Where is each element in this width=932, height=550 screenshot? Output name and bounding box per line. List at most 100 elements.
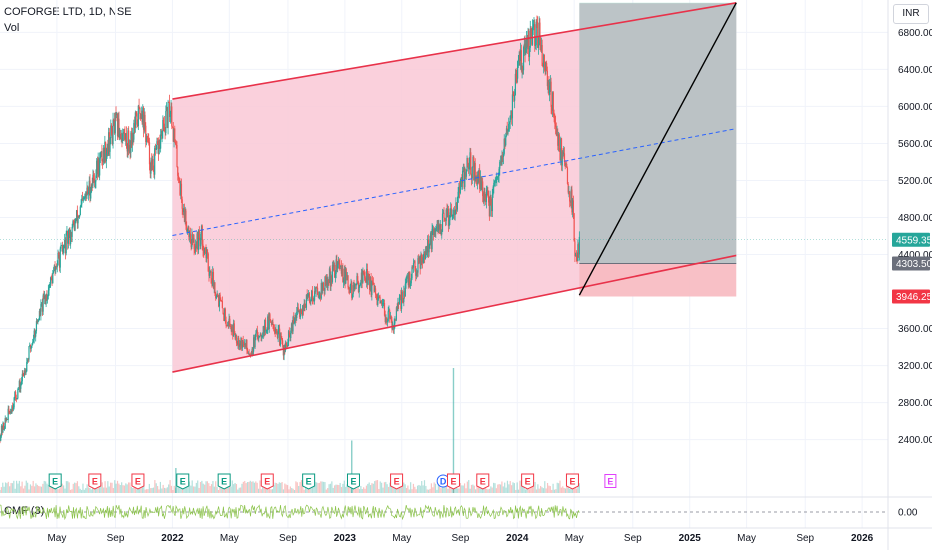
candle-body <box>562 151 564 155</box>
volume-bar <box>347 484 350 493</box>
volume-bar <box>358 489 361 493</box>
earnings-marker[interactable]: E <box>476 473 490 490</box>
candle-body <box>10 411 12 414</box>
candle-body <box>473 156 475 181</box>
candle-body <box>409 272 411 286</box>
candle-body <box>224 308 226 321</box>
volume-bar <box>317 483 319 493</box>
candle-body <box>137 105 139 127</box>
candle-body <box>328 268 331 284</box>
earnings-marker[interactable]: E <box>48 473 62 490</box>
candle-body <box>232 323 235 336</box>
price-axis[interactable]: 6800.00 6400.00 6000.00 5600.00 5200.00 4800.… <box>898 28 932 446</box>
candle-body <box>549 81 551 86</box>
candle-body <box>230 326 232 332</box>
volume-bar <box>10 483 12 493</box>
earnings-marker[interactable]: E <box>217 473 231 490</box>
earnings-marker[interactable]: E <box>446 473 460 490</box>
volume-bar <box>145 489 148 493</box>
candle-body <box>526 38 528 48</box>
candle-body <box>195 245 197 248</box>
candle-body <box>8 408 10 413</box>
channel-lines[interactable] <box>0 1 888 373</box>
candle-body <box>491 194 493 212</box>
candle-body <box>551 106 553 111</box>
time-tick-label: May <box>220 533 239 544</box>
candle-body <box>6 418 9 420</box>
volume-bar <box>379 481 381 493</box>
candle-body <box>227 325 229 327</box>
volume-bar <box>133 487 135 493</box>
candle-body <box>222 308 224 314</box>
candle-body <box>442 212 444 214</box>
candle-body <box>548 82 550 95</box>
volume-bar <box>335 484 337 493</box>
candle-body <box>147 138 149 140</box>
earnings-marker[interactable]: E <box>390 473 404 490</box>
candle-body <box>503 138 505 154</box>
candle-body <box>235 334 237 338</box>
currency-button[interactable]: INR <box>893 4 929 24</box>
earnings-marker[interactable]: E <box>604 474 617 488</box>
candle-body <box>456 202 458 210</box>
candle-body <box>167 101 169 128</box>
candle-body <box>325 276 327 286</box>
stop-price-tag <box>892 289 930 304</box>
volume-bar <box>548 485 550 493</box>
candle-body <box>187 227 189 230</box>
time-axis[interactable]: May Sep 2022 May Sep 2023 May Sep 2024 May Sep 2025… <box>47 533 873 544</box>
volume-bar <box>2 482 4 493</box>
candle-body <box>457 191 459 203</box>
candle-body <box>64 239 66 246</box>
earnings-marker[interactable]: E <box>302 473 316 490</box>
volume-bar <box>555 489 557 493</box>
candle-body <box>574 241 576 257</box>
candle-body <box>426 251 428 253</box>
volume-bar <box>386 484 388 493</box>
candle-body <box>273 329 276 332</box>
volume-bar <box>125 483 127 493</box>
earnings-marker[interactable]: E <box>260 473 274 490</box>
dividend-marker[interactable]: D <box>436 474 450 488</box>
candle-body <box>295 314 297 319</box>
candle-body <box>455 202 457 211</box>
candle-body <box>386 317 388 322</box>
last-price-tag-label: 4559.35 <box>896 235 932 246</box>
volume-bar <box>17 483 19 493</box>
long-position-tool[interactable] <box>579 2 737 297</box>
earnings-marker[interactable]: E <box>521 473 535 490</box>
candle-body <box>304 303 306 307</box>
candle-body <box>395 307 398 320</box>
candle-body <box>480 176 482 190</box>
candle-body <box>332 264 334 267</box>
candle-body <box>40 304 42 316</box>
volume-bar <box>499 484 502 493</box>
candle-body <box>463 167 465 188</box>
candle-body <box>26 362 28 372</box>
volume-bar <box>213 486 215 493</box>
volume-bar <box>531 486 533 493</box>
volume-bar <box>306 487 308 493</box>
earnings-marker[interactable]: E <box>346 473 360 490</box>
volume-bar <box>414 486 416 493</box>
candle-body <box>216 293 218 297</box>
candle-body <box>345 271 347 284</box>
earnings-marker[interactable]: E <box>565 473 579 490</box>
volume-bar <box>535 489 538 493</box>
candle-body <box>219 294 221 300</box>
candle-body <box>3 428 6 430</box>
earnings-marker[interactable]: E <box>176 473 190 490</box>
candle-body <box>212 271 214 286</box>
candle-body <box>158 140 160 155</box>
earnings-marker[interactable]: E <box>88 473 102 490</box>
candle-body <box>506 128 508 134</box>
volume-bar <box>155 483 157 493</box>
time-tick-label: 2023 <box>334 533 357 544</box>
candle-body <box>243 344 245 346</box>
candle-body <box>341 268 343 274</box>
earnings-marker[interactable]: E <box>131 473 145 490</box>
candle-body <box>327 279 329 288</box>
